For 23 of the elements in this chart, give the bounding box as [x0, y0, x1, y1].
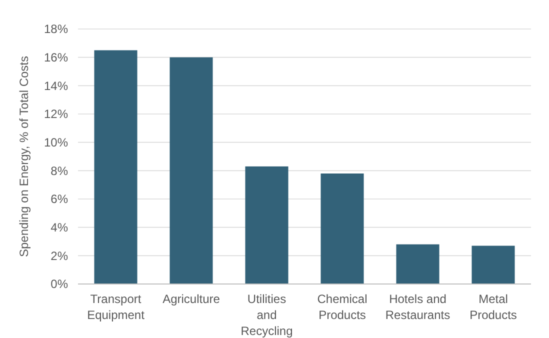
y-tick-label: 8% — [50, 164, 68, 178]
y-tick-label: 6% — [50, 192, 68, 206]
y-tick-label: 0% — [50, 277, 68, 292]
x-tick-label: Hotels and Restaurants — [385, 292, 450, 322]
bar — [396, 244, 440, 284]
y-tick-label: 16% — [44, 50, 68, 65]
bar — [472, 246, 515, 284]
x-tick-label: Chemical Products — [317, 292, 368, 322]
y-tick-label: 10% — [44, 136, 68, 150]
x-tick-label: Transport Equipment — [87, 292, 146, 322]
bar — [320, 174, 364, 284]
x-tick-label: Metal Products — [470, 292, 517, 322]
y-tick-label: 18% — [44, 22, 68, 36]
y-tick-label: 12% — [44, 107, 68, 122]
x-tick-label: Utilities and Recycling — [240, 292, 293, 338]
bar — [94, 50, 138, 284]
bar — [170, 57, 213, 284]
y-tick-label: 2% — [50, 248, 68, 263]
x-tick-label: Agriculture — [162, 292, 220, 306]
bar — [245, 166, 288, 284]
y-tick-label: 4% — [50, 220, 68, 235]
y-tick-label: 14% — [44, 78, 68, 93]
y-axis-title: Spending on Energy, % of Total Costs — [17, 56, 31, 258]
